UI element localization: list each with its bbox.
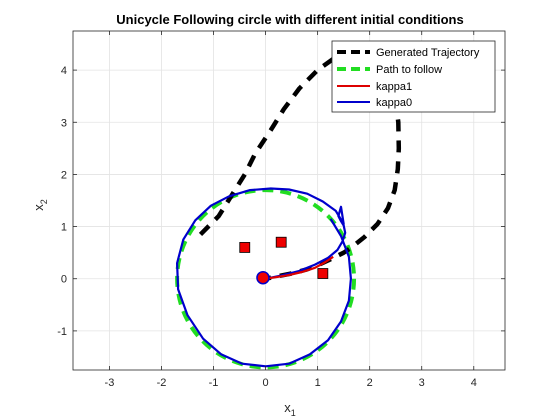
x-tick-label: -1 xyxy=(209,377,219,389)
x-tick-label: -3 xyxy=(105,377,115,389)
series-kappa0 xyxy=(176,187,352,368)
plot-series xyxy=(175,49,402,370)
y-tick-label: 3 xyxy=(61,117,67,129)
start-point-marker xyxy=(256,270,270,285)
y-tick-label: -1 xyxy=(57,326,67,338)
axis-ticks: -3 -2 -1 0 1 2 3 4 -1 0 1 2 3 4 xyxy=(57,31,505,389)
y-tick-label: 4 xyxy=(61,65,67,77)
x-tick-label: 0 xyxy=(263,377,269,389)
x-tick-label: 4 xyxy=(471,377,477,389)
y-axis-label-subscript: 2 xyxy=(39,199,49,204)
y-tick-label: 1 xyxy=(61,222,67,234)
series-kappa1 xyxy=(265,255,334,280)
x-axis-label-main: x xyxy=(284,400,291,415)
x-tick-label: 3 xyxy=(419,377,425,389)
legend-label-kappa0: kappa0 xyxy=(376,97,412,109)
legend: Generated Trajectory Path to follow kapp… xyxy=(331,40,496,113)
y-axis-label-main: x xyxy=(31,204,46,211)
x-axis-label-subscript: 1 xyxy=(291,408,296,418)
square-marker xyxy=(239,242,251,253)
legend-label-generated-trajectory: Generated Trajectory xyxy=(376,47,480,59)
chart-title: Unicycle Following circle with different… xyxy=(116,12,463,27)
x-axis-label: x1 xyxy=(284,400,296,418)
axes-box xyxy=(72,30,506,371)
legend-label-path-to-follow: Path to follow xyxy=(376,64,442,76)
y-tick-label: 2 xyxy=(61,169,67,181)
square-marker xyxy=(275,236,287,248)
legend-label-kappa1: kappa1 xyxy=(376,81,412,93)
square-marker xyxy=(317,268,329,279)
x-tick-label: -2 xyxy=(157,377,167,389)
y-tick-label: 0 xyxy=(61,274,67,286)
y-axis-label: x2 xyxy=(31,199,49,211)
x-tick-label: 2 xyxy=(367,377,373,389)
x-tick-label: 1 xyxy=(315,377,321,389)
